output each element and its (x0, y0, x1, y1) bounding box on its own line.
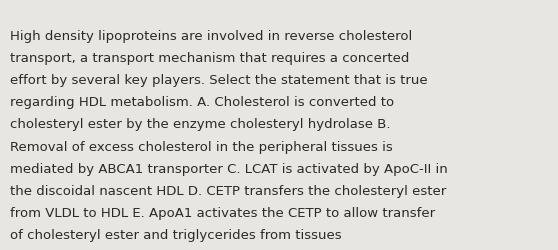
Text: regarding HDL metabolism. A. Cholesterol is converted to: regarding HDL metabolism. A. Cholesterol… (10, 96, 394, 109)
Text: High density lipoproteins are involved in reverse cholesterol: High density lipoproteins are involved i… (10, 30, 412, 43)
Text: transport, a transport mechanism that requires a concerted: transport, a transport mechanism that re… (10, 52, 410, 65)
Text: from VLDL to HDL E. ApoA1 activates the CETP to allow transfer: from VLDL to HDL E. ApoA1 activates the … (10, 206, 435, 219)
Text: cholesteryl ester by the enzyme cholesteryl hydrolase B.: cholesteryl ester by the enzyme choleste… (10, 118, 391, 131)
Text: mediated by ABCA1 transporter C. LCAT is activated by ApoC-II in: mediated by ABCA1 transporter C. LCAT is… (10, 162, 448, 175)
Text: of cholesteryl ester and triglycerides from tissues: of cholesteryl ester and triglycerides f… (10, 228, 341, 241)
Text: the discoidal nascent HDL D. CETP transfers the cholesteryl ester: the discoidal nascent HDL D. CETP transf… (10, 184, 446, 197)
Text: Removal of excess cholesterol in the peripheral tissues is: Removal of excess cholesterol in the per… (10, 140, 393, 153)
Text: effort by several key players. Select the statement that is true: effort by several key players. Select th… (10, 74, 427, 87)
